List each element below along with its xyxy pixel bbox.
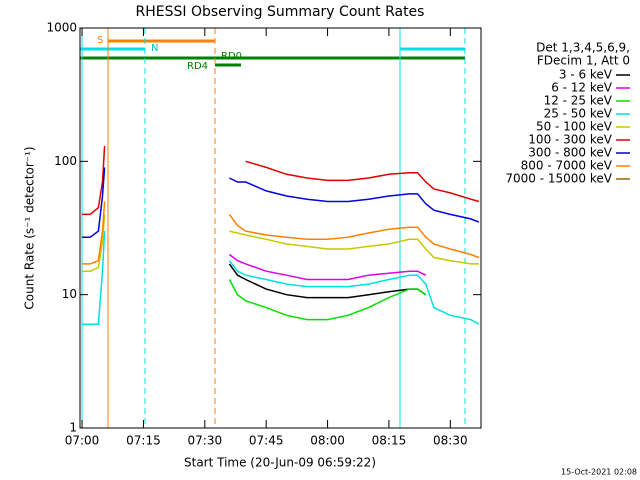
plot-frame [79,27,482,429]
series-line [82,231,480,325]
legend-label: 7000 - 15000 keV [505,172,612,186]
legend-label: 25 - 50 keV [544,107,613,121]
series-line [228,279,427,321]
footer: 15-Oct-2021 02:08 [561,468,637,477]
flag-label: RD0 [221,51,242,62]
flag-label: N [151,43,158,54]
legend-label: 800 - 7000 keV [521,159,613,173]
legend-label: 50 - 100 keV [536,120,613,134]
x-tick-label: 08:30 [433,434,468,448]
x-axis-label: Start Time (20-Jun-09 06:59:22) [184,456,376,470]
series-line [228,253,427,281]
series-line [82,201,480,265]
y-tick-label: 100 [54,154,77,168]
y-tick-label: 1 [69,421,77,435]
x-tick-label: 07:15 [126,434,161,448]
legend-label: 300 - 800 keV [528,146,612,160]
x-tick-label: 08:15 [372,434,407,448]
legend-label: 6 - 12 keV [551,81,613,95]
y-tick-label: 10 [62,287,77,301]
y-tick-label: 1000 [46,21,77,35]
x-tick-label: 08:00 [310,434,345,448]
legend-label: 3 - 6 keV [559,68,613,82]
x-tick-label: 07:30 [188,434,223,448]
chart-title: RHESSI Observing Summary Count Rates [136,4,425,20]
legend-header: FDecim 1, Att 0 [537,54,630,68]
series-line [82,146,480,216]
legend-label: 12 - 25 keV [544,94,613,108]
series-line [82,214,479,272]
y-axis-label: Count Rate (s⁻¹ detector⁻¹) [23,146,37,309]
flag-label: S [97,35,103,46]
x-tick-label: 07:00 [65,434,100,448]
x-tick-label: 07:45 [249,434,284,448]
legend-header: Det 1,3,4,5,6,9, [536,41,630,55]
series-line [82,167,480,238]
legend-label: 100 - 300 keV [528,133,612,147]
flag-label: RD4 [187,61,208,72]
